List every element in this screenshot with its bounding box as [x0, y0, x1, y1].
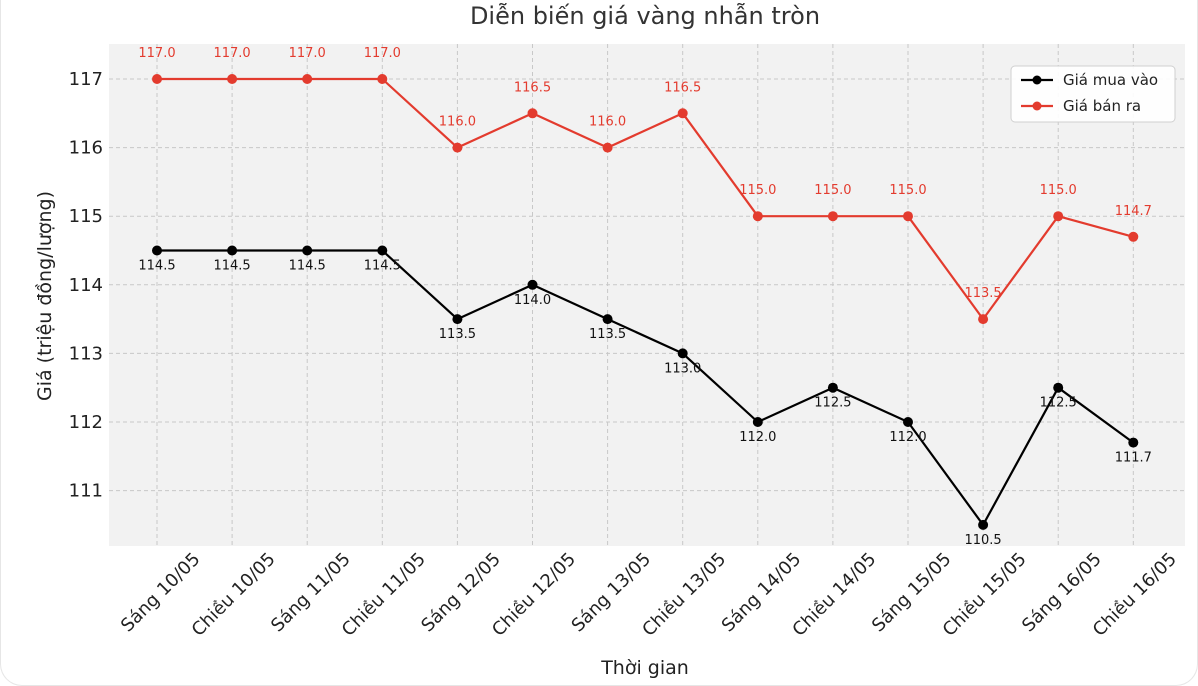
- data-point: [827, 211, 838, 222]
- data-label: 113.5: [439, 327, 476, 342]
- data-point: [677, 348, 688, 359]
- data-point: [452, 142, 463, 153]
- data-label: 111.7: [1115, 451, 1152, 466]
- data-point: [903, 417, 913, 427]
- data-point: [827, 382, 838, 393]
- data-label: 115.0: [814, 183, 851, 198]
- data-label: 116.5: [664, 80, 701, 95]
- data-label: 114.0: [514, 293, 551, 308]
- data-label: 114.7: [1115, 204, 1152, 219]
- y-tick-label: 113: [69, 343, 103, 364]
- data-label: 114.5: [138, 259, 175, 274]
- y-tick-label: 114: [69, 275, 103, 296]
- data-label: 115.0: [739, 183, 776, 198]
- y-tick-label: 111: [69, 481, 103, 502]
- data-point: [302, 245, 313, 256]
- data-label: 112.5: [1040, 396, 1077, 411]
- data-point: [1053, 382, 1064, 393]
- data-label: 112.0: [889, 430, 926, 445]
- data-label: 115.0: [1040, 183, 1077, 198]
- plot-area: [109, 44, 1185, 546]
- data-labels: 114.5 114.5 114.5 114.5 113.5 114.0 113.5 113.0…: [138, 46, 1152, 548]
- data-point: [377, 245, 388, 256]
- legend-marker: [1032, 75, 1042, 85]
- data-label: 113.0: [664, 361, 701, 376]
- data-label: 116.0: [439, 115, 476, 130]
- data-point: [377, 74, 388, 84]
- data-point: [302, 74, 313, 84]
- x-axis-label: Thời gian: [600, 657, 689, 679]
- data-label: 110.5: [964, 533, 1001, 548]
- data-point: [1128, 231, 1139, 242]
- data-point: [227, 74, 238, 84]
- legend-marker: [1032, 101, 1042, 111]
- data-label: 114.5: [364, 259, 401, 274]
- data-point: [677, 108, 688, 119]
- data-label: 117.0: [138, 46, 175, 61]
- data-label: 116.5: [514, 80, 551, 95]
- data-point: [1128, 437, 1139, 448]
- data-point: [978, 519, 989, 530]
- data-point: [602, 314, 613, 325]
- y-tick-label: 115: [69, 206, 103, 227]
- data-point: [602, 142, 613, 153]
- data-point: [978, 314, 989, 325]
- data-label: 115.0: [889, 183, 926, 198]
- legend-label: Giá bán ra: [1063, 97, 1141, 115]
- data-label: 117.0: [289, 46, 326, 61]
- data-point: [152, 74, 162, 84]
- y-tick-label: 117: [69, 69, 103, 90]
- y-tick-label: 116: [69, 138, 103, 159]
- data-label: 112.0: [739, 430, 776, 445]
- data-label: 114.5: [213, 259, 250, 274]
- data-point: [1053, 211, 1064, 222]
- data-point: [527, 279, 538, 290]
- data-point: [752, 417, 763, 427]
- y-tick-label: 112: [69, 412, 103, 433]
- data-label: 113.5: [964, 286, 1001, 301]
- data-point: [227, 245, 238, 256]
- data-point: [752, 211, 763, 222]
- data-point: [452, 314, 463, 325]
- data-label: 112.5: [814, 396, 851, 411]
- chart-title: Diễn biến giá vàng nhẫn tròn: [470, 1, 820, 30]
- legend: Giá mua vào Giá bán ra: [1010, 65, 1176, 123]
- series-layer: [152, 74, 1139, 530]
- data-label: 114.5: [289, 259, 326, 274]
- legend-label: Giá mua vào: [1063, 71, 1158, 89]
- grid-lines: [109, 44, 1185, 546]
- data-point: [527, 108, 538, 119]
- series-line-1: [157, 77, 1134, 321]
- series-line-0: [157, 249, 1134, 527]
- data-label: 116.0: [589, 115, 626, 130]
- data-label: 117.0: [213, 46, 250, 61]
- y-axis-ticks: 111 112 113 114 115 116 117: [69, 69, 103, 502]
- y-axis-label: Giá (triệu đồng/lượng): [34, 191, 56, 401]
- data-label: 117.0: [364, 46, 401, 61]
- data-point: [152, 245, 162, 256]
- data-point: [903, 211, 913, 222]
- data-label: 113.5: [589, 327, 626, 342]
